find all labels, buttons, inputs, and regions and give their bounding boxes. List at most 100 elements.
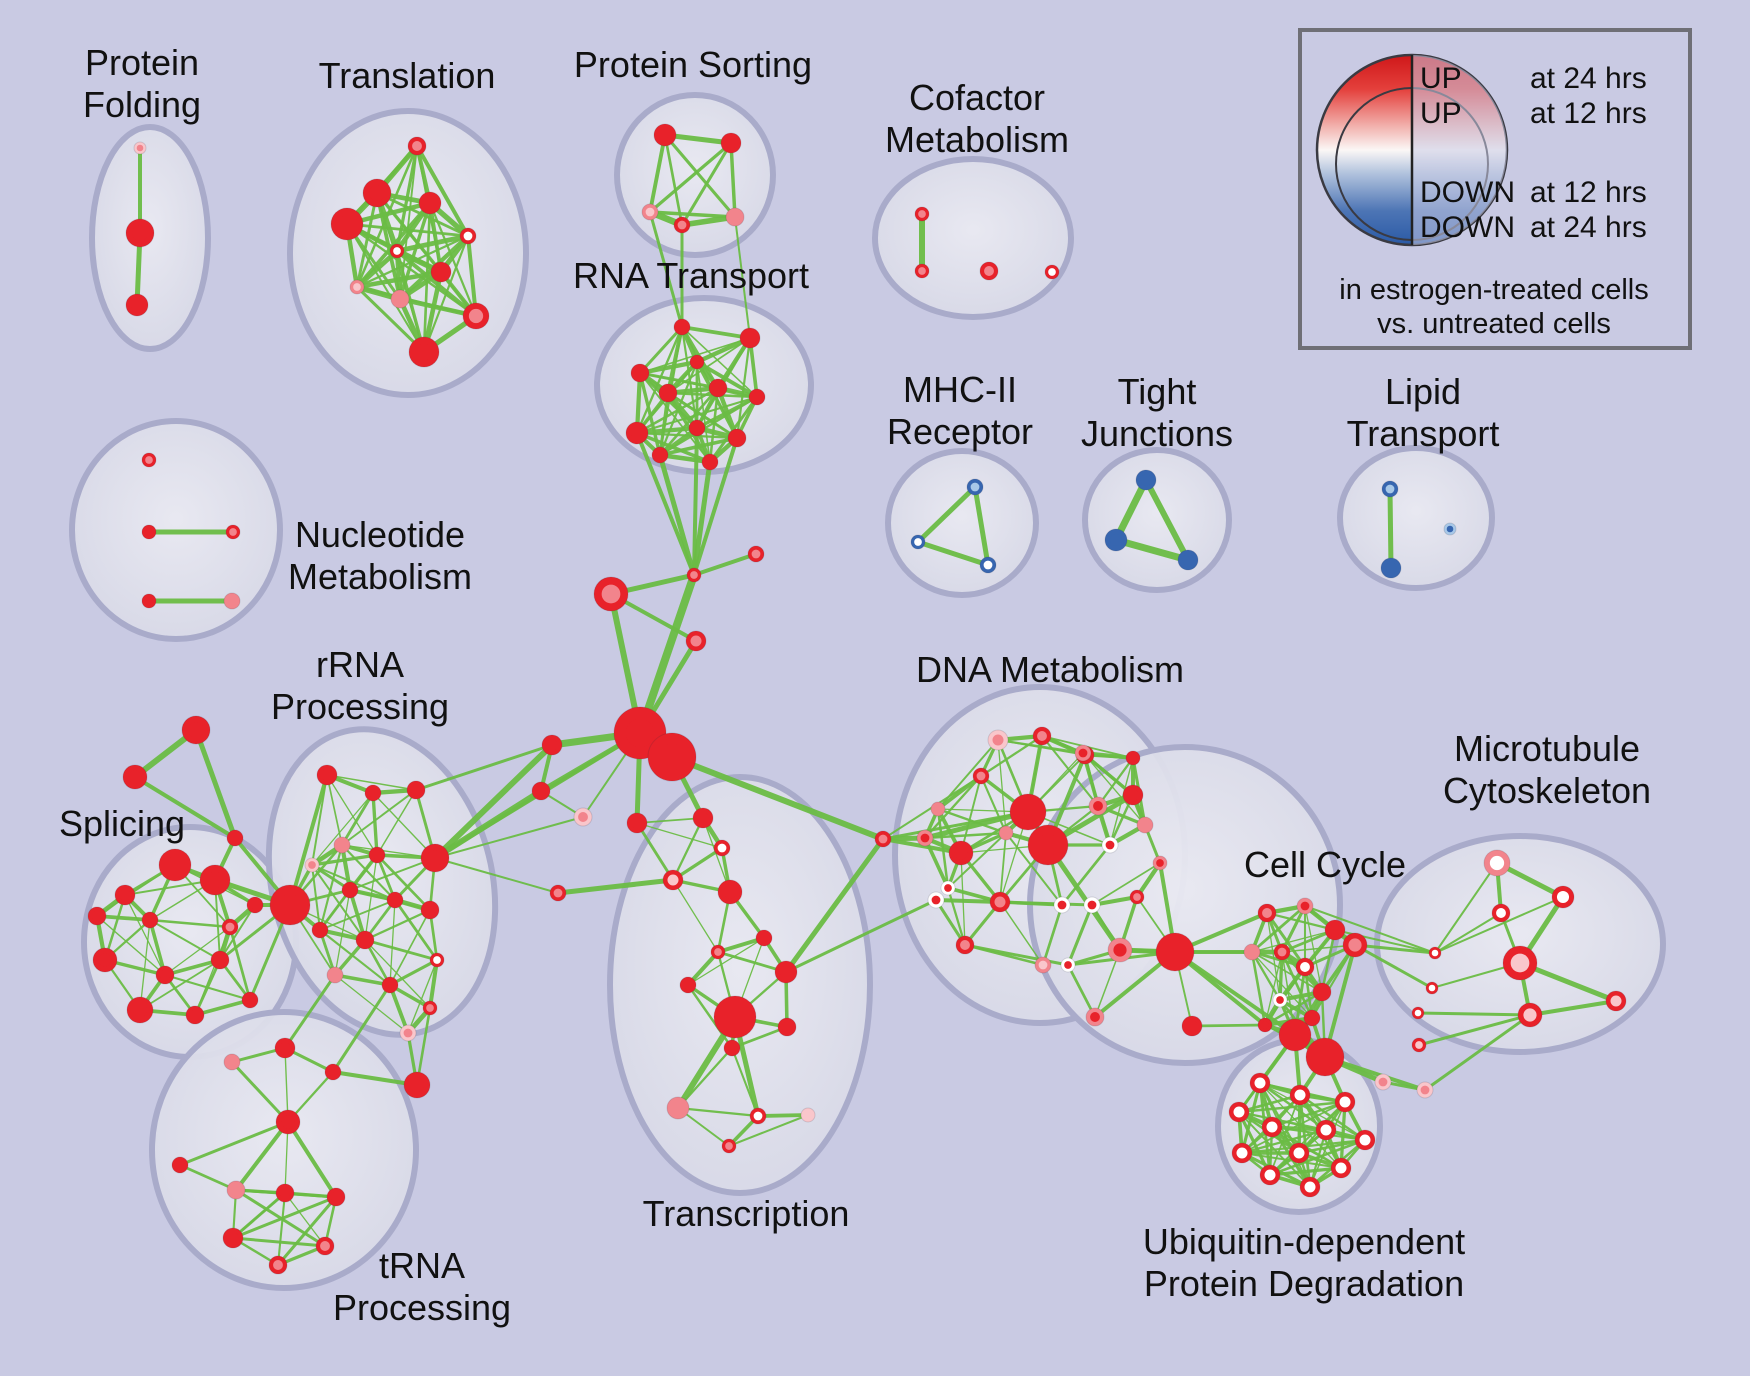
- edge-splicing: [163, 958, 222, 977]
- cluster-label-rna-transport: RNA Transport: [573, 255, 809, 296]
- cluster-label-trna-processing: tRNA: [379, 1245, 465, 1286]
- gene-node-trna-processing-inner: [281, 1115, 295, 1129]
- edge-ubiquitin-degradation: [1298, 1093, 1367, 1142]
- edge-splicing: [96, 915, 166, 976]
- gene-node-rrna-processing-inner: [368, 788, 378, 798]
- edge-rrna-processing: [318, 928, 392, 987]
- edge-bridge: [288, 773, 329, 907]
- edge-transcription: [676, 1106, 760, 1118]
- edge-cell-cycle: [1173, 950, 1297, 1037]
- gene-node-rrna-processing-inner: [433, 956, 441, 964]
- cluster-ellipse-tight-junctions: [1082, 447, 1232, 593]
- edge-rna-transport: [636, 396, 758, 434]
- cluster-label-trna-processing: Processing: [333, 1287, 511, 1328]
- edge-protein-sorting: [648, 210, 737, 219]
- edge-rna-transport: [638, 325, 684, 375]
- gene-node-dna-metabolism-inner: [1038, 960, 1048, 970]
- legend-footer: vs. untreated cells: [1377, 308, 1611, 340]
- edge-bridge: [1353, 943, 1437, 955]
- gene-node-nucleotide-metabolism-inner: [229, 528, 237, 536]
- gene-node-cell-cycle-inner: [1286, 1026, 1304, 1044]
- gene-node-ubiquitin-degradation-inner: [1335, 1162, 1347, 1174]
- gene-node-microtubule-cytoskeleton-inner: [1496, 908, 1506, 918]
- edge-rna-transport: [635, 386, 720, 435]
- gene-node-rrna-processing-inner: [279, 894, 301, 916]
- gene-node-bridge-inner: [751, 549, 761, 559]
- edge-rrna-processing: [333, 973, 392, 987]
- edge-microtubule-cytoskeleton: [1417, 1013, 1532, 1047]
- gene-node-rna-transport-inner: [677, 322, 687, 332]
- edge-bridge: [963, 943, 1070, 967]
- gene-node-splicing-inner: [98, 953, 112, 967]
- gene-node-transcription-inner: [697, 812, 709, 824]
- legend-faded-half: [1412, 55, 1507, 245]
- cluster-label-ubiquitin-degradation: Ubiquitin-dependent: [1143, 1221, 1465, 1262]
- edge-dna-metabolism: [947, 832, 1007, 889]
- edge-bridge: [1353, 943, 1434, 990]
- edge-microtubule-cytoskeleton: [1434, 862, 1498, 954]
- gene-node-bridge-inner: [690, 635, 702, 647]
- edge-cell-cycle: [1264, 951, 1283, 1026]
- edge-translation: [422, 234, 470, 354]
- gene-node-rrna-processing-inner: [360, 935, 370, 945]
- gene-node-cell-cycle-inner: [1276, 996, 1284, 1004]
- edge-ubiquitin-degradation: [1270, 1100, 1347, 1129]
- edge-trna-processing: [286, 1120, 338, 1199]
- edge-protein-sorting: [648, 141, 733, 214]
- edge-protein-sorting: [680, 141, 733, 227]
- gene-node-bridge-inner: [658, 743, 686, 771]
- edge-splicing: [149, 919, 221, 961]
- edge-splicing: [124, 894, 166, 976]
- gene-node-cofactor-metabolism-inner: [918, 210, 926, 218]
- gene-node-transcription-inner: [714, 948, 722, 956]
- gene-node-cell-cycle-inner: [1307, 1013, 1317, 1023]
- edge-trna-processing: [178, 1120, 290, 1167]
- edge-trna-processing: [234, 1120, 290, 1192]
- edge-splicing: [193, 998, 252, 1017]
- gene-node-ubiquitin-degradation-inner: [1304, 1181, 1316, 1193]
- edge-cell-cycle: [1320, 928, 1337, 994]
- gene-node-transcription-inner: [671, 1101, 685, 1115]
- gene-node-tight-junctions-inner: [1182, 554, 1194, 566]
- gene-node-rrna-processing-inner: [390, 895, 400, 905]
- edge-rrna-processing: [415, 1006, 432, 1087]
- edge-rrna-processing: [319, 899, 396, 931]
- edge-rrna-processing: [363, 938, 439, 962]
- gene-node-transcription-inner: [667, 874, 679, 886]
- gene-node-protein-sorting-inner: [725, 137, 737, 149]
- gene-node-splicing-inner: [166, 856, 184, 874]
- gene-node-trna-processing-inner: [328, 1067, 338, 1077]
- gene-node-splicing-inner: [132, 1002, 148, 1018]
- gene-node-bridge-inner: [230, 833, 240, 843]
- edge-splicing: [139, 919, 151, 1011]
- gene-node-dna-metabolism-inner: [1127, 789, 1139, 801]
- edge-rna-transport: [658, 386, 720, 457]
- gene-node-splicing-inner: [119, 889, 131, 901]
- gene-node-trna-processing-inner: [280, 1188, 290, 1198]
- legend-time-label: at 24 hrs: [1530, 211, 1647, 244]
- gene-node-splicing-inner: [250, 900, 260, 910]
- edge-translation: [394, 233, 471, 254]
- gene-node-trna-processing-inner: [331, 1192, 341, 1202]
- edge-cell-cycle: [1091, 862, 1161, 906]
- edge-transcription: [635, 821, 675, 882]
- gene-node-rrna-processing-inner: [330, 970, 340, 980]
- gene-node-cell-cycle-inner: [1090, 1012, 1100, 1022]
- cluster-label-rrna-processing: rRNA: [316, 644, 404, 685]
- edge-bridge: [193, 727, 238, 841]
- gene-node-splicing-inner: [190, 1010, 200, 1020]
- edge-rna-transport: [708, 386, 720, 464]
- gene-node-tight-junctions-inner: [1140, 474, 1152, 486]
- edge-ubiquitin-degradation: [1240, 1128, 1328, 1155]
- edge-trna-processing: [284, 1047, 289, 1123]
- edge-bridge: [635, 431, 696, 577]
- gene-node-dna-metabolism-inner: [1002, 829, 1010, 837]
- edge-microtubule-cytoskeleton: [1517, 960, 1619, 1004]
- gene-node-splicing-inner: [160, 970, 170, 980]
- edge-ubiquitin-degradation: [1237, 1093, 1302, 1114]
- edge-bridge: [414, 743, 554, 792]
- gene-node-rna-transport-inner: [752, 392, 762, 402]
- cluster-label-mhc-ii-receptor: MHC-II: [903, 369, 1017, 410]
- edge-bridge: [669, 754, 886, 842]
- gene-node-rrna-processing-inner: [315, 925, 325, 935]
